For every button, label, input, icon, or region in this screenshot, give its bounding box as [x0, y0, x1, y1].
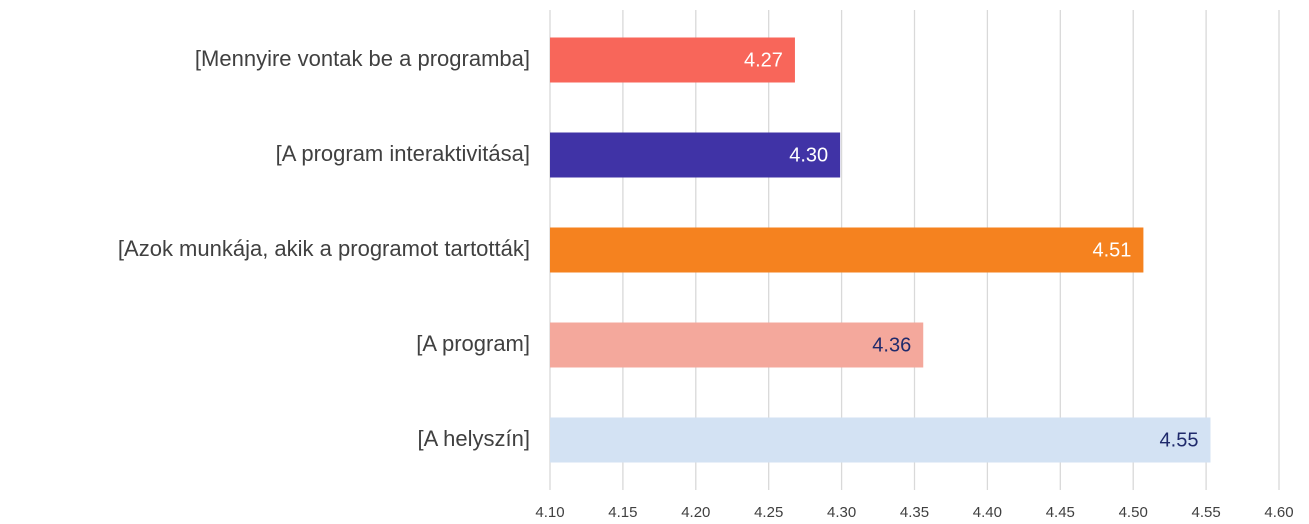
x-tick-label: 4.35: [900, 504, 929, 521]
x-tick-label: 4.45: [1046, 504, 1075, 521]
x-tick-label: 4.20: [681, 504, 710, 521]
x-tick-label: 4.10: [535, 504, 564, 521]
x-tick-label: 4.40: [973, 504, 1002, 521]
data-label: 4.55: [1160, 429, 1199, 451]
data-label: 4.27: [744, 49, 783, 71]
x-tick-label: 4.25: [754, 504, 783, 521]
data-label: 4.36: [872, 334, 911, 356]
bar: [550, 132, 841, 178]
data-label: 4.30: [789, 144, 828, 166]
bar: [550, 322, 924, 368]
x-tick-label: 4.15: [608, 504, 637, 521]
data-label: 4.51: [1092, 239, 1131, 261]
category-label: [A program]: [416, 331, 530, 356]
bar: [550, 37, 795, 83]
category-label: [Mennyire vontak be a programba]: [195, 46, 530, 71]
x-tick-label: 4.55: [1191, 504, 1220, 521]
x-tick-label: 4.50: [1119, 504, 1148, 521]
category-label: [Azok munkája, akik a programot tartottá…: [118, 236, 530, 261]
category-label: [A program interaktivitása]: [276, 141, 530, 166]
x-tick-label: 4.60: [1264, 504, 1293, 521]
bar: [550, 227, 1144, 273]
bar: [550, 417, 1211, 463]
category-label: [A helyszín]: [417, 426, 530, 451]
x-tick-label: 4.30: [827, 504, 856, 521]
